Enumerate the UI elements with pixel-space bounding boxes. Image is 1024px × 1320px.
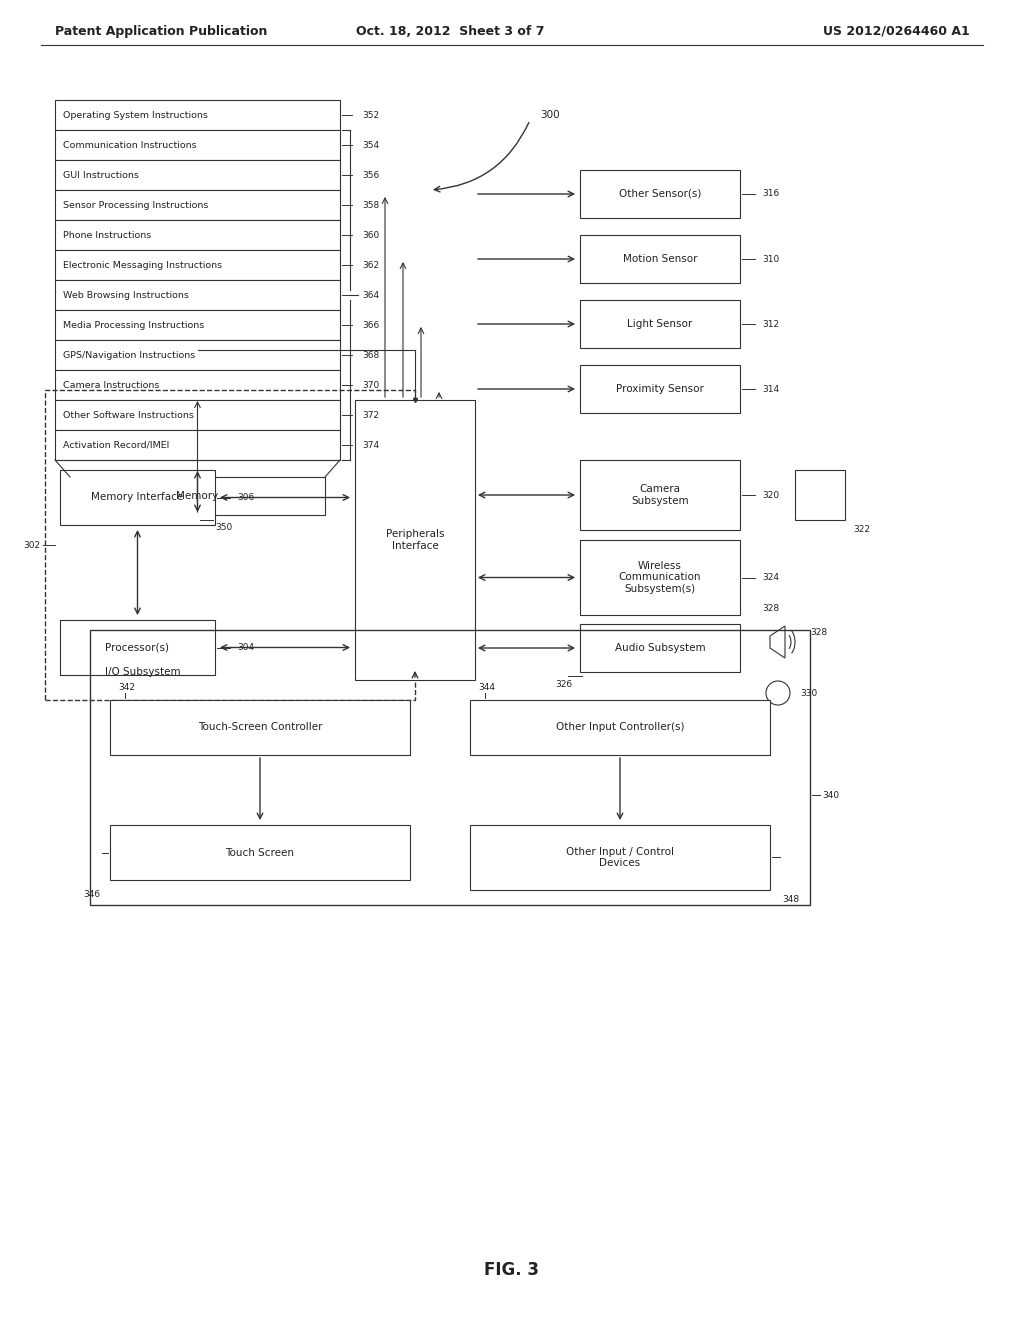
Text: 374: 374 [362,441,379,450]
Text: Sensor Processing Instructions: Sensor Processing Instructions [63,201,208,210]
Text: Web Browsing Instructions: Web Browsing Instructions [63,290,188,300]
Text: 306: 306 [237,492,254,502]
FancyBboxPatch shape [55,249,340,280]
FancyBboxPatch shape [70,477,325,515]
Text: 302: 302 [23,540,40,549]
FancyBboxPatch shape [110,825,410,880]
Text: 326: 326 [555,680,572,689]
Text: Other Sensor(s): Other Sensor(s) [618,189,701,199]
Text: I/O Subsystem: I/O Subsystem [105,667,180,677]
Text: Proximity Sensor: Proximity Sensor [616,384,703,393]
FancyBboxPatch shape [795,470,845,520]
Text: Operating System Instructions: Operating System Instructions [63,111,208,120]
Text: 368: 368 [362,351,379,359]
Text: Memory: Memory [176,491,219,502]
Text: 328: 328 [762,605,779,614]
Text: Activation Record/IMEI: Activation Record/IMEI [63,441,169,450]
Text: 342: 342 [118,682,135,692]
Text: 300: 300 [540,110,560,120]
Text: 320: 320 [762,491,779,499]
Text: 328: 328 [810,628,827,638]
FancyBboxPatch shape [470,700,770,755]
Text: Communication Instructions: Communication Instructions [63,140,197,149]
FancyBboxPatch shape [55,310,340,341]
Text: 370: 370 [362,380,379,389]
Text: Other Input / Control
Devices: Other Input / Control Devices [566,846,674,869]
FancyBboxPatch shape [55,160,340,190]
Text: 362: 362 [362,260,379,269]
Text: 364: 364 [362,290,379,300]
Text: Other Software Instructions: Other Software Instructions [63,411,194,420]
Text: Camera Instructions: Camera Instructions [63,380,160,389]
Text: 346: 346 [83,890,100,899]
FancyBboxPatch shape [355,400,475,680]
Text: Camera
Subsystem: Camera Subsystem [631,484,689,506]
Text: 350: 350 [215,523,232,532]
Text: 366: 366 [362,321,379,330]
Text: Patent Application Publication: Patent Application Publication [55,25,267,38]
Text: Other Input Controller(s): Other Input Controller(s) [556,722,684,733]
Text: 344: 344 [478,682,495,692]
Text: 352: 352 [362,111,379,120]
Text: GPS/Navigation Instructions: GPS/Navigation Instructions [63,351,196,359]
FancyBboxPatch shape [55,370,340,400]
Text: 340: 340 [822,791,839,800]
FancyBboxPatch shape [55,220,340,249]
FancyBboxPatch shape [110,700,410,755]
Text: Audio Subsystem: Audio Subsystem [614,643,706,653]
Text: 304: 304 [237,643,254,652]
FancyBboxPatch shape [60,620,215,675]
Text: Memory Interface: Memory Interface [91,492,183,503]
FancyBboxPatch shape [580,235,740,282]
FancyBboxPatch shape [580,366,740,413]
FancyBboxPatch shape [55,341,340,370]
Text: 322: 322 [853,525,870,535]
Text: 314: 314 [762,384,779,393]
FancyBboxPatch shape [580,624,740,672]
Text: 358: 358 [362,201,379,210]
FancyBboxPatch shape [580,300,740,348]
Text: 324: 324 [762,573,779,582]
Text: 348: 348 [782,895,799,904]
Text: Processor(s): Processor(s) [105,643,170,652]
Text: 372: 372 [362,411,379,420]
Text: 316: 316 [762,190,779,198]
FancyBboxPatch shape [580,459,740,531]
Text: Peripherals
Interface: Peripherals Interface [386,529,444,550]
Text: Oct. 18, 2012  Sheet 3 of 7: Oct. 18, 2012 Sheet 3 of 7 [355,25,544,38]
Text: 310: 310 [762,255,779,264]
FancyBboxPatch shape [55,400,340,430]
Text: Wireless
Communication
Subsystem(s): Wireless Communication Subsystem(s) [618,561,701,594]
Text: 360: 360 [362,231,379,239]
Text: Touch Screen: Touch Screen [225,847,295,858]
Text: Electronic Messaging Instructions: Electronic Messaging Instructions [63,260,222,269]
Text: Touch-Screen Controller: Touch-Screen Controller [198,722,323,733]
Text: US 2012/0264460 A1: US 2012/0264460 A1 [823,25,970,38]
Text: Light Sensor: Light Sensor [628,319,692,329]
FancyBboxPatch shape [580,540,740,615]
Text: Phone Instructions: Phone Instructions [63,231,152,239]
FancyBboxPatch shape [55,100,340,129]
FancyBboxPatch shape [55,280,340,310]
Text: Media Processing Instructions: Media Processing Instructions [63,321,204,330]
FancyBboxPatch shape [55,430,340,459]
Text: 312: 312 [762,319,779,329]
FancyBboxPatch shape [470,825,770,890]
Text: FIG. 3: FIG. 3 [484,1261,540,1279]
Text: 356: 356 [362,170,379,180]
Text: GUI Instructions: GUI Instructions [63,170,139,180]
Text: Motion Sensor: Motion Sensor [623,253,697,264]
FancyBboxPatch shape [55,190,340,220]
FancyBboxPatch shape [580,170,740,218]
FancyBboxPatch shape [55,129,340,160]
FancyBboxPatch shape [60,470,215,525]
Text: 354: 354 [362,140,379,149]
Text: 330: 330 [800,689,817,697]
